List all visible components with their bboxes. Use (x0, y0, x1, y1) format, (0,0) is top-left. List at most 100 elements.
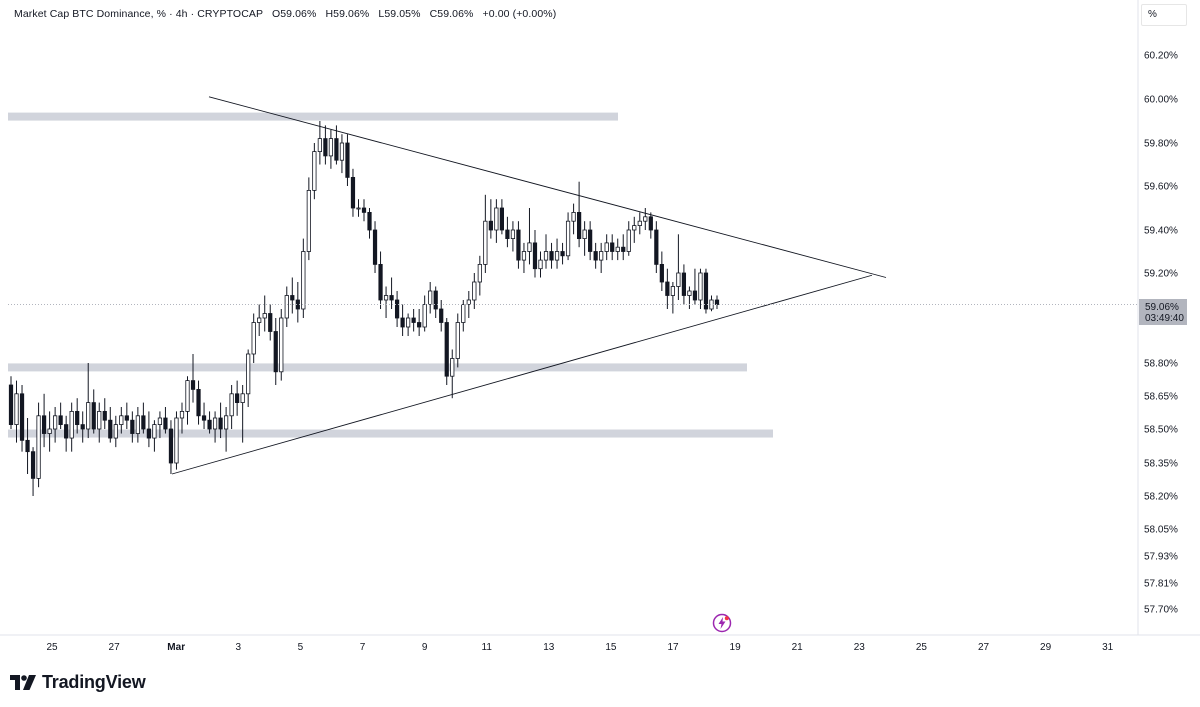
price-tick-label: 58.50% (1144, 425, 1178, 436)
candle-body-down (201, 415, 207, 421)
candle (472, 273, 477, 309)
candle (455, 313, 460, 368)
candle (135, 407, 140, 443)
price-tick-label: 57.70% (1144, 605, 1178, 616)
percent-scale-toggle[interactable]: % (1141, 4, 1187, 26)
price-tick-label: 58.80% (1144, 359, 1178, 370)
candle-body-down (350, 176, 356, 209)
sr-zone-resistance[interactable] (8, 112, 618, 121)
candle-body-down (91, 402, 96, 430)
ohlc-high: H59.06% (325, 8, 370, 20)
candle-body-up (521, 251, 527, 261)
candle-body-down (75, 410, 80, 425)
candle-body-down (163, 417, 168, 430)
tradingview-branding[interactable]: TradingView (10, 672, 146, 693)
candle-body-up (53, 415, 58, 430)
candle (317, 121, 322, 165)
candle-body-up (676, 272, 681, 287)
candle (626, 221, 631, 256)
candle-body-down (141, 415, 146, 430)
candle-body-up (284, 295, 289, 319)
time-tick-label: 29 (1040, 642, 1052, 653)
candle (273, 318, 278, 385)
candle (312, 143, 317, 200)
candle-body-down (268, 313, 273, 332)
candle (643, 208, 648, 230)
candle (64, 415, 69, 452)
candle (8, 376, 14, 429)
current-price-value: 59.06% (1145, 302, 1179, 313)
trendline-lower[interactable] (171, 274, 873, 475)
price-tick-label: 58.35% (1144, 459, 1178, 470)
candle-body-down (124, 415, 129, 421)
price-tick-label: 57.93% (1144, 552, 1178, 563)
candle (543, 234, 549, 269)
time-tick-label: 25 (916, 642, 928, 653)
candle (334, 125, 339, 165)
candle-body-down (659, 263, 664, 283)
time-tick-label: 23 (854, 642, 866, 653)
candle (124, 402, 129, 429)
price-tick-label: 59.60% (1144, 182, 1178, 193)
sr-zone-support[interactable] (8, 363, 747, 372)
price-axis[interactable]: 60.20% 60.00% 59.80% 59.60% 59.40% 59.20% 58.8… (1144, 51, 1178, 616)
candle (483, 194, 488, 273)
candle (621, 234, 626, 261)
price-tick-label: 58.20% (1144, 492, 1178, 503)
time-tick-label: 25 (46, 642, 58, 653)
candle-body-down (30, 451, 36, 479)
candle-body-up (174, 417, 179, 464)
candle (30, 447, 36, 496)
alert-button[interactable] (712, 613, 732, 633)
candle (444, 318, 449, 385)
chart-legend: Market Cap BTC Dominance, % · 4h · CRYPT… (14, 8, 556, 20)
candle-body-down (25, 439, 30, 453)
candle-body-up (212, 417, 218, 430)
candle (599, 242, 604, 273)
candle-body-up (356, 207, 361, 210)
candle (433, 286, 438, 318)
candle (190, 354, 196, 403)
candle-body-down (58, 415, 63, 425)
candle (538, 251, 543, 278)
candle-body-up (86, 402, 91, 430)
candle (185, 376, 190, 425)
price-tick-label: 59.80% (1144, 139, 1178, 150)
trendline-upper[interactable] (208, 96, 887, 278)
candle-body-down (703, 272, 709, 310)
candle-body-up (466, 299, 471, 305)
candle-body-down (130, 419, 135, 434)
sr-zone-support[interactable] (8, 429, 773, 438)
candle (665, 268, 670, 309)
candle-body-down (588, 229, 593, 252)
candle-body-down (665, 281, 670, 296)
candle (549, 242, 554, 269)
candle (527, 208, 532, 265)
time-tick-label: Mar (167, 642, 185, 653)
symbol-title[interactable]: Market Cap BTC Dominance, % · 4h · CRYPT… (14, 8, 263, 20)
candle-body-down (439, 308, 444, 323)
candle (130, 411, 135, 443)
time-axis[interactable]: 25 27 Mar 3 5 7 9 11 13 15 17 19 21 23 25 27 29 31 (46, 642, 1113, 653)
price-tick-label: 60.20% (1144, 51, 1178, 62)
candle (648, 212, 653, 239)
candles-layer (8, 121, 720, 496)
candle (36, 402, 41, 488)
candle-body-up (317, 138, 322, 153)
time-tick-label: 3 (236, 642, 242, 653)
candle-body-down (108, 419, 113, 439)
candle-body-up (543, 251, 549, 261)
candle (676, 234, 681, 300)
candle-body-down (334, 138, 339, 161)
candle-body-up (97, 410, 102, 430)
candle-body-down (621, 246, 626, 252)
candle-body-down (8, 384, 14, 425)
price-tick-label: 58.05% (1144, 525, 1178, 536)
candle (240, 385, 245, 443)
candle-body-down (714, 299, 720, 305)
candle (499, 199, 505, 235)
candle (687, 286, 692, 309)
candle-body-down (610, 242, 615, 252)
